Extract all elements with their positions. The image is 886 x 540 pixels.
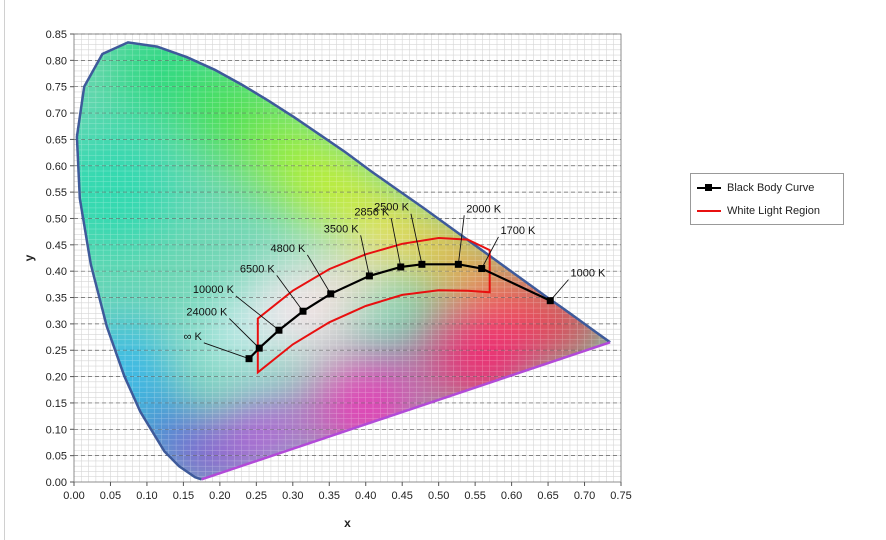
y-tick-label: 0.40 (46, 266, 67, 278)
black-body-point (299, 307, 307, 315)
temperature-leader-line (410, 213, 423, 265)
gamut-color-fill (76, 42, 611, 480)
temperature-leader-line (481, 236, 499, 269)
legend-white-light-swatch (697, 210, 721, 212)
black-body-point (255, 344, 263, 352)
x-tick-label: 0.00 (63, 490, 84, 502)
temperature-label: 2500 K (374, 202, 410, 214)
black-body-point (418, 260, 426, 268)
x-tick-label: 0.35 (319, 490, 340, 502)
y-tick-label: 0.80 (46, 55, 67, 67)
legend-black-body-label: Black Body Curve (727, 182, 815, 194)
temperature-label: 2000 K (466, 203, 502, 215)
legend-white-light-label: White Light Region (727, 205, 820, 217)
y-tick-label: 0.35 (46, 293, 67, 305)
legend-item-white-light: White Light Region (697, 203, 820, 219)
left-border-line (4, 0, 5, 540)
y-tick-label: 0.50 (46, 213, 67, 225)
temperature-leader-line (229, 318, 260, 349)
temperature-label: 1000 K (570, 268, 606, 280)
temperature-leader-line (276, 275, 304, 312)
legend-black-body-swatch (697, 184, 721, 191)
x-tick-label: 0.50 (428, 490, 449, 502)
plot-area-border (73, 33, 622, 483)
y-tick-label: 0.30 (46, 319, 67, 331)
black-body-point (397, 263, 405, 271)
x-tick-label: 0.20 (209, 490, 230, 502)
temperature-label: 1700 K (500, 225, 536, 237)
temperature-leader-line (390, 218, 402, 268)
gamut-color-blob (358, 192, 432, 266)
x-tick-label: 0.60 (501, 490, 522, 502)
y-tick-label: 0.15 (46, 398, 67, 410)
x-tick-label: 0.55 (464, 490, 485, 502)
temperature-label: 4800 K (271, 243, 307, 255)
spectral-locus-outline (75, 41, 611, 481)
x-tick-label: 0.65 (537, 490, 558, 502)
x-tick-label: 0.45 (391, 490, 412, 502)
temperature-leader-line (360, 235, 370, 277)
purple-line-outline (201, 341, 611, 481)
black-body-point (275, 326, 283, 334)
temperature-leader-line (203, 342, 250, 360)
y-tick-label: 0.00 (46, 477, 67, 489)
x-tick-label: 0.25 (246, 490, 267, 502)
temperature-label: 6500 K (240, 263, 276, 275)
x-axis-title: x (344, 516, 351, 530)
y-tick-label: 0.70 (46, 108, 67, 120)
x-tick-label: 0.70 (574, 490, 595, 502)
temperature-label: 2856 K (354, 206, 390, 218)
temperature-label: 24000 K (186, 307, 228, 319)
temperature-leader-line (307, 254, 332, 295)
x-tick-label: 0.75 (610, 490, 631, 502)
y-tick-label: 0.05 (46, 451, 67, 463)
white-light-region (256, 236, 491, 375)
chart-legend: Black Body Curve White Light Region (690, 173, 844, 225)
y-axis-title: y (22, 254, 36, 261)
y-tick-label: 0.60 (46, 161, 67, 173)
x-tick-label: 0.40 (355, 490, 376, 502)
x-tick-label: 0.05 (100, 490, 121, 502)
temperature-leader-line (235, 295, 280, 331)
temperature-label: 3500 K (324, 223, 360, 235)
y-tick-label: 0.85 (46, 29, 67, 41)
y-tick-label: 0.25 (46, 345, 67, 357)
black-body-point (454, 260, 462, 268)
gamut-color-blob (197, 297, 271, 371)
temperature-leader-line (549, 279, 569, 301)
black-body-point (245, 355, 253, 363)
x-tick-label: 0.15 (173, 490, 194, 502)
legend-item-black-body: Black Body Curve (697, 180, 814, 196)
y-tick-label: 0.10 (46, 424, 67, 436)
black-body-point (546, 297, 554, 305)
black-body-point (478, 265, 486, 273)
temperature-label: ∞ K (184, 331, 203, 343)
black-body-point (327, 290, 335, 298)
black-body-point (365, 272, 373, 280)
y-tick-label: 0.20 (46, 372, 67, 384)
x-tick-label: 0.30 (282, 490, 303, 502)
temperature-leader-line (457, 215, 465, 265)
x-tick-label: 0.10 (136, 490, 157, 502)
temperature-label: 10000 K (193, 284, 235, 296)
y-tick-label: 0.45 (46, 240, 67, 252)
y-tick-label: 0.65 (46, 134, 67, 146)
y-tick-label: 0.75 (46, 82, 67, 94)
y-tick-label: 0.55 (46, 187, 67, 199)
